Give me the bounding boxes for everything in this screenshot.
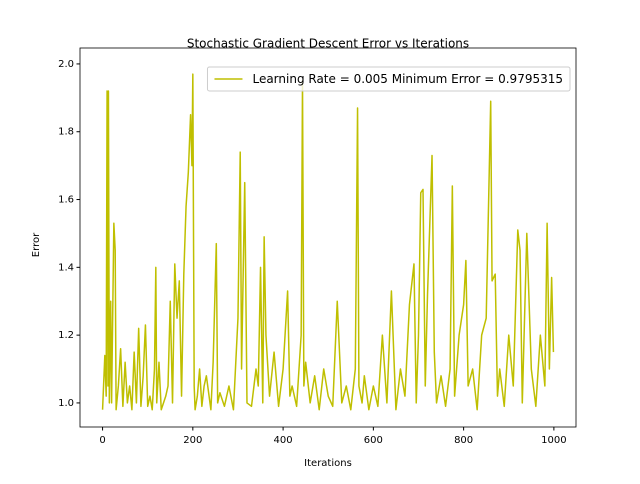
y-tick-label: 1.0 xyxy=(58,398,74,409)
y-tick-label: 1.8 xyxy=(58,127,74,138)
y-tick-label: 2.0 xyxy=(58,59,74,70)
x-tick-label: 400 xyxy=(274,435,293,446)
y-axis-label: Error xyxy=(31,232,42,257)
x-tick-label: 200 xyxy=(183,435,202,446)
x-tick-label: 1000 xyxy=(541,435,566,446)
y-tick-label: 1.6 xyxy=(58,195,74,206)
plot-frame xyxy=(79,47,577,428)
x-tick-label: 0 xyxy=(99,435,105,446)
legend-box xyxy=(206,66,571,92)
y-tick-label: 1.2 xyxy=(58,330,74,341)
x-axis-label: Iterations xyxy=(304,458,352,469)
x-tick-label: 600 xyxy=(364,435,383,446)
chart-title: Stochastic Gradient Descent Error vs Ite… xyxy=(187,37,469,51)
legend-label: Learning Rate = 0.005 Minimum Error = 0.… xyxy=(252,72,563,86)
y-tick-label: 1.4 xyxy=(58,262,74,273)
x-tick-label: 800 xyxy=(454,435,473,446)
data-line xyxy=(101,73,555,411)
